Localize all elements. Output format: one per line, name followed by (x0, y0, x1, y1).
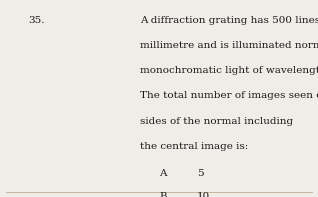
Text: sides of the normal including: sides of the normal including (140, 117, 293, 126)
Text: A diffraction grating has 500 lines per: A diffraction grating has 500 lines per (140, 16, 318, 25)
Text: A: A (159, 169, 167, 178)
Text: the central image is:: the central image is: (140, 142, 248, 151)
Text: monochromatic light of wavelength 600 nm.: monochromatic light of wavelength 600 nm… (140, 66, 318, 75)
Text: 5: 5 (197, 169, 204, 178)
Text: The total number of images seen on both: The total number of images seen on both (140, 91, 318, 100)
Text: 35.: 35. (29, 16, 45, 25)
Text: 10: 10 (197, 192, 211, 197)
Text: millimetre and is illuminated normally by: millimetre and is illuminated normally b… (140, 41, 318, 50)
Text: B: B (159, 192, 167, 197)
